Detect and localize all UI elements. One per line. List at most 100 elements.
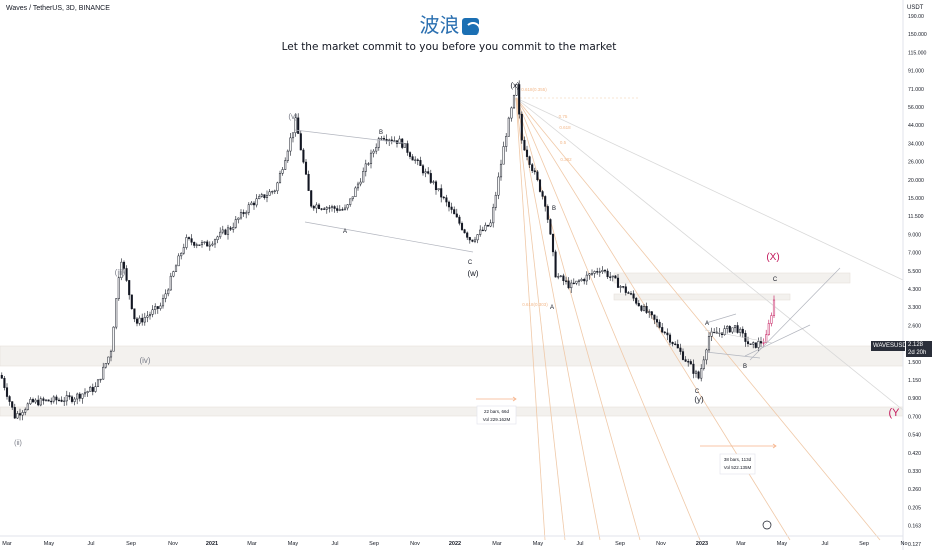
- candle: [476, 234, 479, 244]
- time-axis: Mar May Jul Sep Nov 2021 Mar May Jul Sep Nov 2022 Ma…: [2, 541, 907, 547]
- candle-body: [172, 271, 175, 277]
- candle: [102, 362, 105, 380]
- time-tick-5: 2021: [206, 541, 218, 547]
- candle-body: [523, 139, 526, 151]
- time-tick-16: Nov: [656, 541, 666, 547]
- candle: [310, 190, 313, 208]
- candle-body: [91, 386, 94, 392]
- candle-body: [341, 209, 344, 211]
- price-tick-0: 190.00: [908, 14, 924, 20]
- candle: [161, 294, 165, 309]
- candle: [676, 339, 679, 349]
- candle: [666, 328, 669, 341]
- candle-body: [359, 181, 362, 185]
- candle-body: [546, 206, 549, 220]
- candle: [333, 205, 336, 213]
- candle: [596, 267, 599, 275]
- candle-body: [471, 239, 474, 242]
- candle: [278, 170, 282, 184]
- candle-body: [752, 342, 755, 345]
- candle: [629, 290, 633, 296]
- candle-body: [580, 279, 583, 282]
- candle-body: [507, 117, 510, 137]
- candle-body: [24, 409, 27, 413]
- candle: [78, 392, 81, 402]
- candle-body: [11, 401, 14, 408]
- candle-body: [26, 403, 29, 410]
- candle: [260, 192, 263, 198]
- fan-line-8: [515, 97, 546, 541]
- candle: [648, 309, 651, 318]
- candle-body: [757, 341, 760, 348]
- candle-body: [637, 303, 640, 307]
- candle-body: [655, 319, 659, 323]
- candle: [385, 134, 388, 145]
- candle: [502, 141, 505, 165]
- candle: [229, 226, 232, 232]
- measure-arrowhead-1: [772, 443, 777, 449]
- candle-body: [164, 293, 167, 299]
- candle-body: [419, 160, 422, 166]
- candle-body: [762, 342, 765, 344]
- candle-body: [195, 244, 198, 246]
- time-tick-17: 2023: [696, 541, 708, 547]
- candle-body: [120, 261, 123, 278]
- candle: [471, 239, 474, 243]
- countdown: 2d 20h: [908, 350, 927, 356]
- candle-body: [632, 293, 635, 299]
- wave-label-0: (ii): [14, 440, 22, 447]
- time-tick-7: May: [288, 541, 299, 547]
- candle: [50, 397, 53, 405]
- candle-body: [5, 387, 9, 397]
- candle-body: [273, 190, 276, 192]
- candle: [208, 241, 211, 251]
- candle-body: [193, 242, 196, 246]
- candle-body: [733, 325, 737, 329]
- candle: [570, 279, 573, 293]
- candle: [650, 311, 653, 319]
- candle-body: [570, 282, 573, 289]
- candle: [382, 135, 386, 141]
- candle-body: [281, 169, 284, 174]
- candle: [416, 158, 419, 166]
- candle: [276, 181, 279, 194]
- candle-body: [538, 179, 542, 192]
- candle: [421, 163, 425, 176]
- price-tick-2: 115.000: [908, 50, 926, 56]
- fib-label-5: 0.618(0.303): [522, 302, 548, 307]
- candle-body: [122, 261, 126, 269]
- candle-body: [151, 309, 154, 315]
- candle-body: [8, 396, 11, 402]
- candle-body: [502, 146, 505, 165]
- candle: [239, 209, 243, 220]
- candle-body: [190, 238, 193, 243]
- candle: [440, 184, 443, 203]
- candle-body: [310, 190, 313, 207]
- candle-body: [624, 286, 627, 293]
- candle-body: [117, 277, 120, 299]
- candle: [31, 397, 35, 403]
- candle: [590, 269, 594, 276]
- candle: [694, 369, 698, 378]
- candle-body: [70, 396, 74, 402]
- candle: [60, 396, 63, 403]
- candle-body: [421, 165, 425, 174]
- measure-volume-0: Vol 229.162M: [483, 417, 511, 422]
- candle: [24, 407, 27, 416]
- candle-body: [466, 232, 469, 238]
- candle: [141, 313, 144, 326]
- candle-body: [320, 208, 323, 210]
- candle: [174, 264, 178, 272]
- candle-body: [596, 271, 599, 273]
- candle: [661, 322, 664, 334]
- candle-body: [518, 84, 521, 115]
- candle: [460, 221, 464, 231]
- candle-body: [622, 286, 625, 288]
- candle: [5, 383, 9, 400]
- candle-body: [728, 326, 731, 333]
- candle: [601, 266, 604, 274]
- candle: [70, 395, 74, 404]
- candle: [518, 80, 521, 119]
- candle: [341, 207, 344, 211]
